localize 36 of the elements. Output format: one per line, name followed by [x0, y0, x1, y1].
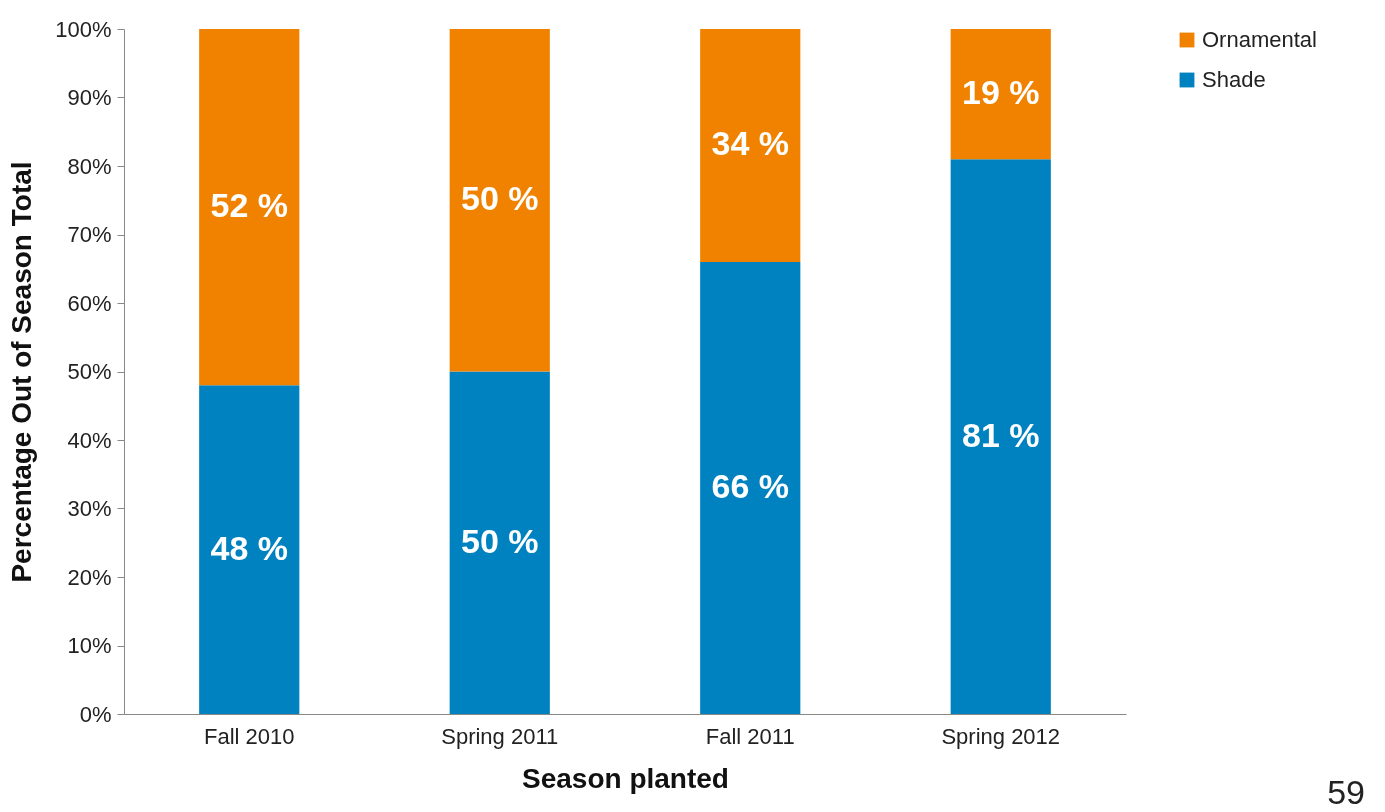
y-tick-label: 10%	[67, 633, 112, 658]
data-label: 50 %	[461, 179, 539, 218]
y-tick-label: 0%	[79, 701, 112, 727]
bar	[700, 29, 801, 262]
bar	[700, 261, 801, 714]
bar	[950, 159, 1051, 714]
bar	[199, 385, 300, 714]
y-tick-label: 80%	[67, 153, 112, 179]
y-tick-label: 20%	[67, 564, 112, 590]
legend-label: Shade	[1202, 67, 1266, 92]
y-axis-title: Percentage Out of Season Total	[6, 161, 38, 583]
x-tick-label: Spring 2011	[441, 723, 559, 749]
y-tick-label: 90%	[67, 85, 112, 110]
legend-label: Ornamental	[1202, 27, 1317, 52]
bar	[449, 29, 550, 372]
data-label: 34 %	[711, 124, 789, 163]
y-tick-label: 40%	[67, 427, 112, 453]
data-label: 66 %	[711, 466, 789, 505]
x-tick-label: Fall 2010	[203, 723, 295, 749]
bar	[449, 371, 550, 714]
text: 59	[1327, 773, 1365, 812]
x-tick-label: Fall 2011	[705, 723, 795, 749]
y-tick-label: 50%	[67, 359, 112, 384]
y-tick-label: 70%	[67, 222, 112, 247]
bar	[199, 29, 300, 386]
bar	[950, 29, 1051, 160]
y-tick-label: 30%	[67, 496, 112, 521]
y-tick-label: 60%	[67, 290, 112, 316]
data-label: 19 %	[962, 73, 1040, 112]
y-tick-label: 100%	[55, 16, 112, 42]
data-label: 48 %	[210, 528, 288, 567]
x-axis-title: Season planted	[522, 762, 729, 794]
data-label: 52 %	[210, 186, 288, 225]
data-label: 50 %	[461, 521, 539, 560]
data-label: 81 %	[962, 415, 1040, 454]
x-tick-label: Spring 2012	[941, 723, 1061, 749]
